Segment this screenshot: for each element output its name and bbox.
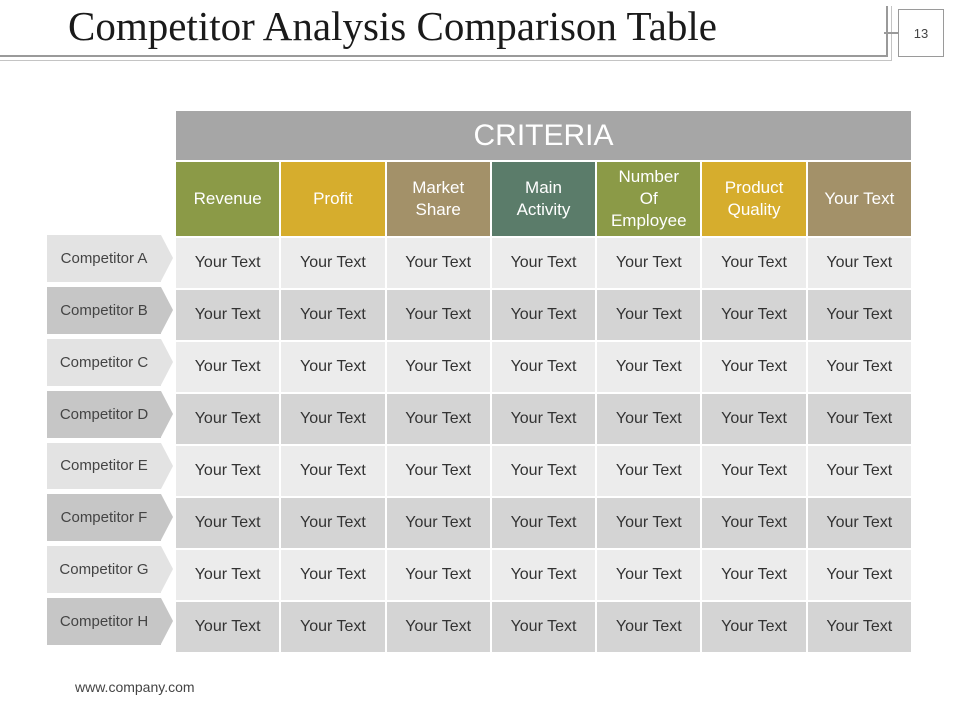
table-row: Your Text Your Text Your Text Your Text … [176,238,911,288]
table-cell: Your Text [702,498,806,548]
column-header-label: Number Of Employee [610,167,687,230]
table-cell: Your Text [386,394,490,444]
table-cell: Your Text [702,446,806,496]
table-cell: Your Text [597,446,701,496]
table-cell: Your Text [281,498,385,548]
table-cell: Your Text [597,550,701,600]
table-cell: Your Text [281,238,385,288]
table-cell: Your Text [807,602,911,652]
table-cell: Your Text [491,550,596,600]
table-cell: Your Text [491,238,596,288]
table-row: Your Text Your Text Your Text Your Text … [176,498,911,548]
table-cell: Your Text [597,342,701,392]
column-header: Revenue [176,162,280,236]
column-header-label: Revenue [193,189,262,208]
table-cell: Your Text [281,446,385,496]
competitor-label: Competitor C [47,338,173,386]
criteria-header: CRITERIA [176,111,911,160]
page-number: 13 [898,9,944,57]
competitor-label: Competitor B [47,286,173,334]
slide-title: Competitor Analysis Comparison Table [68,3,717,49]
table-cell: Your Text [597,602,701,652]
table-cell: Your Text [702,550,806,600]
column-header: Number Of Employee [597,162,701,236]
table-cell: Your Text [176,446,280,496]
table-cell: Your Text [176,342,280,392]
table-cell: Your Text [491,290,596,340]
table-row: Your Text Your Text Your Text Your Text … [176,342,911,392]
table-cell: Your Text [807,290,911,340]
column-header-label: Profit [313,189,353,208]
table-cell: Your Text [386,602,490,652]
table-cell: Your Text [702,394,806,444]
column-header-label: Market Share [412,178,465,219]
table-cell: Your Text [807,550,911,600]
table-cell: Your Text [807,498,911,548]
competitor-label: Competitor F [47,494,173,542]
table-cell: Your Text [597,290,701,340]
table-cell: Your Text [176,394,280,444]
table-cell: Your Text [176,602,280,652]
table-cell: Your Text [281,290,385,340]
column-header: Your Text [807,162,911,236]
competitor-label: Competitor G [47,546,173,594]
table-cell: Your Text [491,446,596,496]
table-cell: Your Text [597,498,701,548]
table-cell: Your Text [281,394,385,444]
title-underline [0,55,888,57]
table-cell: Your Text [386,498,490,548]
table-cell: Your Text [176,498,280,548]
table-row: Your Text Your Text Your Text Your Text … [176,290,911,340]
footer-url: www.company.com [75,679,195,695]
table-row: Your Text Your Text Your Text Your Text … [176,550,911,600]
column-header: Market Share [386,162,490,236]
table-body: Your Text Your Text Your Text Your Text … [176,238,911,652]
table-row: Your Text Your Text Your Text Your Text … [176,602,911,652]
table-cell: Your Text [281,550,385,600]
table-cell: Your Text [491,394,596,444]
page-number-connector [884,32,898,34]
table-cell: Your Text [702,342,806,392]
table-row: Your Text Your Text Your Text Your Text … [176,446,911,496]
table-cell: Your Text [807,238,911,288]
competitor-label: Competitor E [47,442,173,490]
table-row: Your Text Your Text Your Text Your Text … [176,394,911,444]
table-cell: Your Text [597,238,701,288]
competitor-labels: Competitor A Competitor B Competitor C C… [47,235,175,645]
table-cell: Your Text [176,550,280,600]
table-cell: Your Text [807,446,911,496]
column-header-row: Revenue Profit Market Share Main Activity … [176,162,911,236]
table-cell: Your Text [386,290,490,340]
table-cell: Your Text [702,290,806,340]
table-cell: Your Text [386,550,490,600]
competitor-label: Competitor D [47,390,173,438]
table-cell: Your Text [176,238,280,288]
table-cell: Your Text [281,602,385,652]
competitor-label: Competitor H [47,598,173,645]
column-header: Product Quality [702,162,806,236]
column-header: Main Activity [491,162,596,236]
table-cell: Your Text [491,498,596,548]
table-cell: Your Text [597,394,701,444]
table-cell: Your Text [491,342,596,392]
column-header-label: Main Activity [516,178,571,219]
title-underline-secondary [0,60,892,61]
table-cell: Your Text [386,342,490,392]
table-cell: Your Text [807,342,911,392]
table-cell: Your Text [386,238,490,288]
table-cell: Your Text [491,602,596,652]
competitor-label: Competitor A [47,235,173,282]
title-divider [886,6,888,57]
table-cell: Your Text [702,602,806,652]
column-header: Profit [281,162,385,236]
column-header-label: Product Quality [724,178,784,219]
table-cell: Your Text [281,342,385,392]
table-cell: Your Text [386,446,490,496]
table-cell: Your Text [176,290,280,340]
table-cell: Your Text [807,394,911,444]
table-cell: Your Text [702,238,806,288]
column-header-label: Your Text [824,189,895,208]
